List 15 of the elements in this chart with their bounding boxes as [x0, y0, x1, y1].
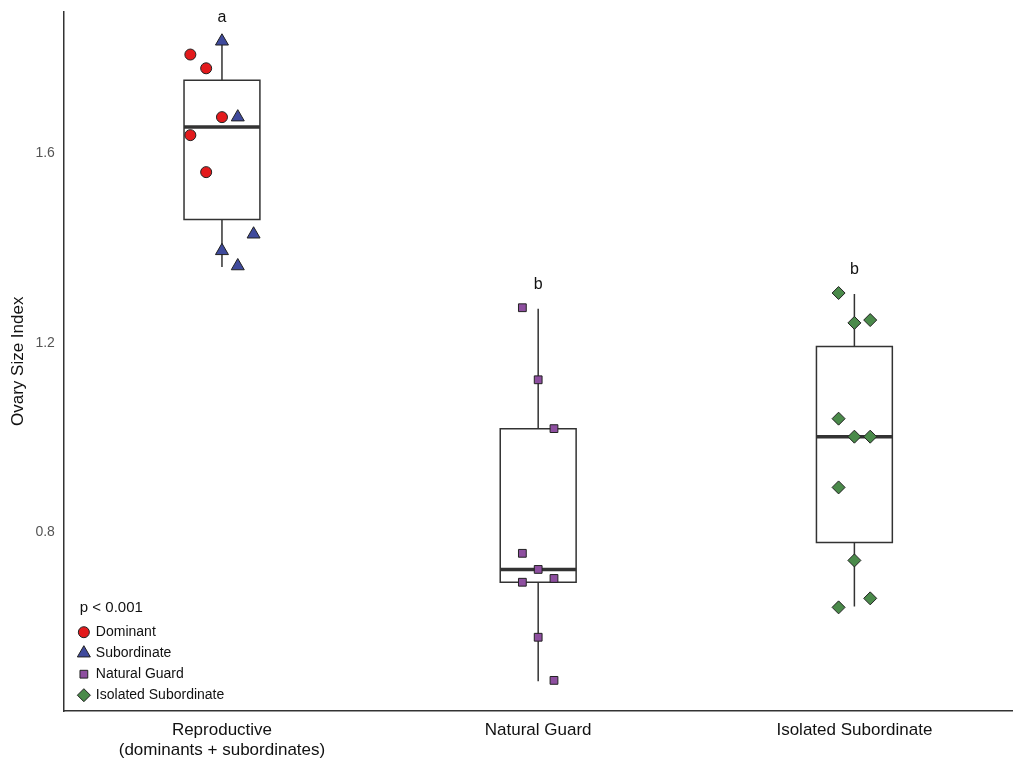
- x-tick-label: Isolated Subordinate: [776, 720, 933, 740]
- annotation: b: [849, 260, 859, 278]
- legend-label: Isolated Subordinate: [95, 686, 225, 703]
- legend-label: Dominant: [95, 623, 156, 640]
- legend-label: Subordinate: [95, 644, 172, 661]
- x-tick-label: Natural Guard: [484, 720, 592, 740]
- x-tick-label: Reproductive (dominants + subordinates): [118, 720, 326, 760]
- y-tick-label: 0.8: [35, 523, 56, 540]
- annotation: a: [217, 7, 227, 25]
- y-tick-label: 1.2: [35, 333, 56, 350]
- annotation: b: [533, 275, 543, 293]
- y-tick-label: 1.6: [35, 144, 56, 161]
- legend-title: p < 0.001: [79, 598, 143, 616]
- legend-label: Natural Guard: [95, 665, 184, 682]
- y-axis-title: Ovary Size Index: [7, 296, 27, 427]
